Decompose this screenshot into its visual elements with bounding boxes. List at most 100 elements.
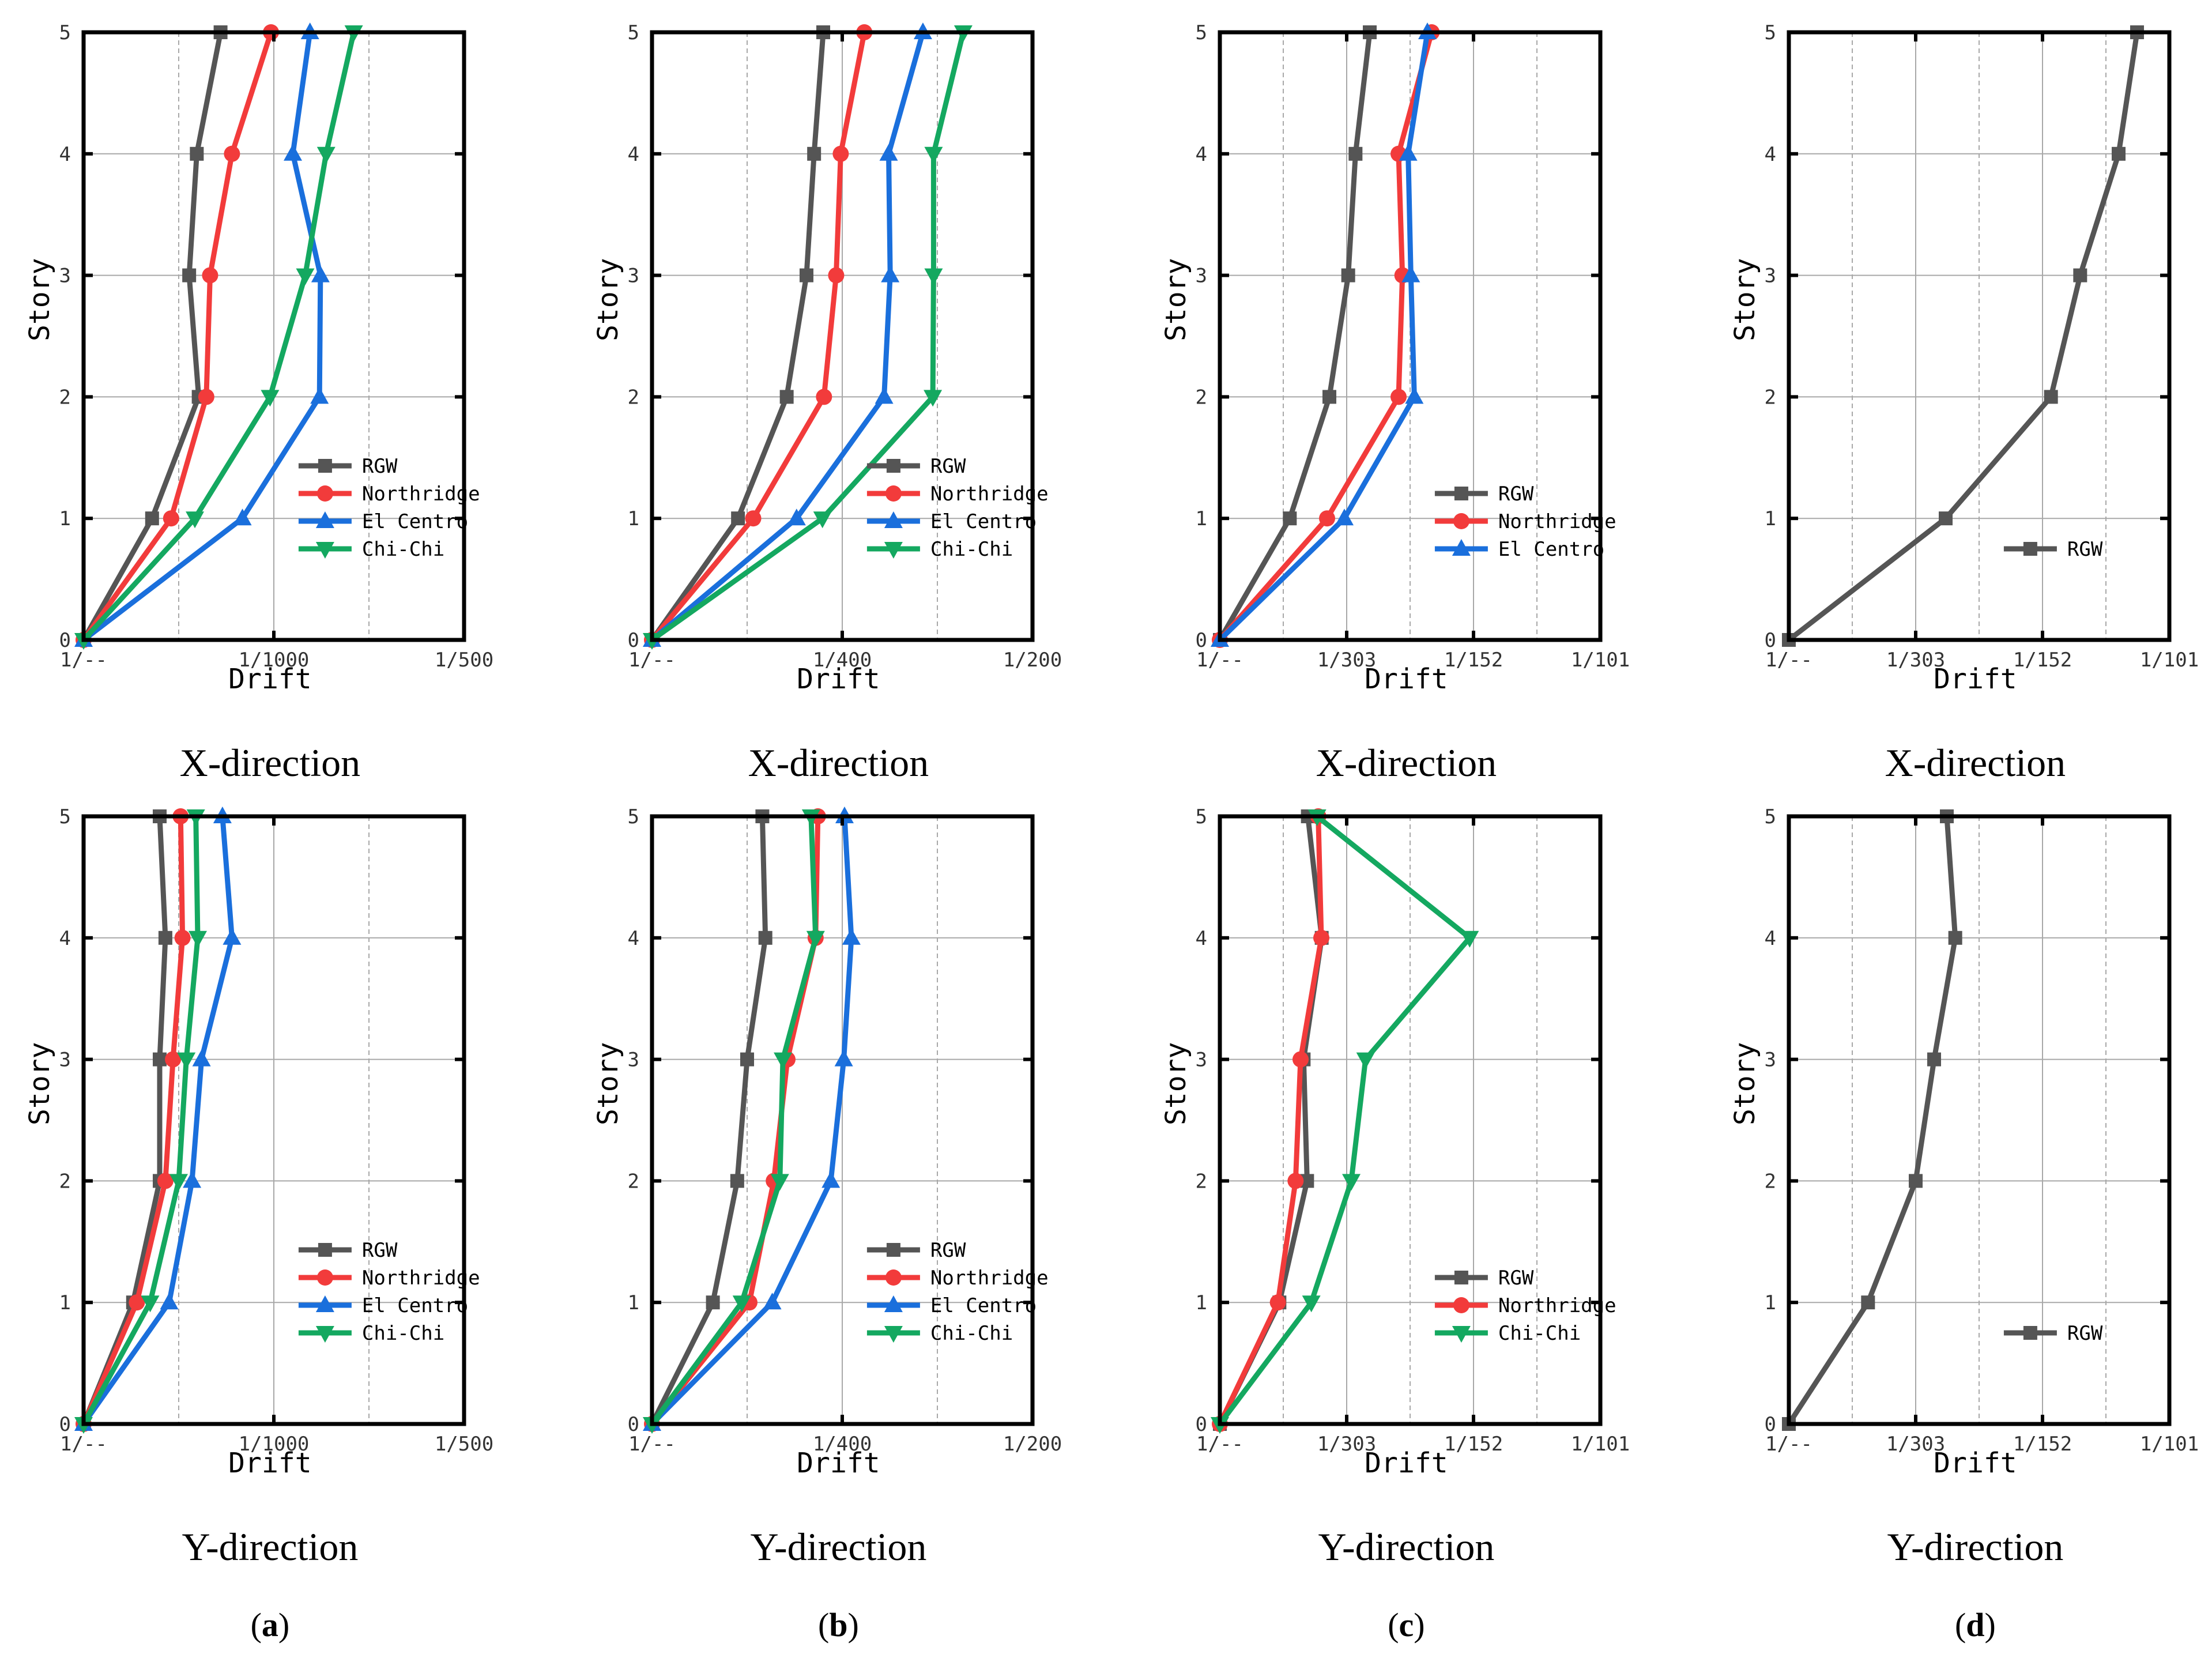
y-tick-label: 4 [628,927,639,950]
series-line-rgw [1787,816,1958,1426]
series-northridge [1212,24,1440,648]
y-tick-label: 5 [59,805,71,828]
panel-caption: Y-direction [182,1525,358,1569]
legend: RGW Northridge El Centro Chi-Chi [866,1239,1049,1345]
series-line-chi-chi [1218,814,1474,1426]
y-tick-label: 2 [1765,1170,1776,1193]
data-point-rgw [1283,511,1297,526]
data-point-chi-chi [189,930,207,948]
caption-open-paren: ( [251,1606,262,1644]
legend-entry-northridge: Northridge [1434,510,1616,533]
panel-caption: Y-direction [750,1525,926,1569]
series-chi-chi [643,809,825,1434]
data-point-el-centro [787,508,806,526]
legend-swatch-marker [886,1243,900,1257]
data-point-chi-chi [924,390,943,407]
data-point-el-centro [842,928,861,945]
data-point-rgw [731,511,745,526]
column-caption: (a) [251,1606,290,1644]
y-tick-label: 1 [1765,1291,1776,1314]
x-tick-label: 1/200 [1003,649,1062,672]
y-tick-label: 2 [1196,386,1207,409]
y-tick-label: 4 [1196,927,1207,950]
plot-frame [1787,814,2172,1426]
data-point-rgw [190,146,204,161]
legend-entry-el-centro: El Centro [866,510,1037,533]
legend-entry-el-centro: El Centro [298,510,468,533]
data-point-chi-chi [1356,1052,1375,1069]
caption-close-paren: ) [1414,1606,1425,1644]
column-captions: (a) (b) (c) (d) [251,1606,1996,1644]
series-line-chi-chi [81,32,356,642]
data-point-northridge [224,145,240,162]
legend: RGW [2003,538,2103,561]
y-axis-title: Story [1160,1042,1192,1126]
data-point-el-centro [822,1171,841,1188]
series-line-rgw [81,816,168,1425]
data-point-chi-chi [316,146,336,164]
data-point-northridge [816,389,832,405]
panel-caption: X-direction [180,741,360,785]
data-point-chi-chi [813,511,832,529]
legend-label: RGW [930,1239,966,1262]
legend-label: RGW [1498,1267,1534,1290]
plot-frame [1787,30,2172,642]
legend-swatch-marker [316,485,333,502]
x-tick-label: 1/152 [2013,649,2072,672]
data-point-chi-chi [296,268,315,285]
data-point-rgw [1322,390,1336,404]
legend-swatch-marker [885,485,902,502]
legend-entry-rgw: RGW [866,1239,966,1262]
series-el-centro [74,807,242,1431]
series-line-rgw [1787,32,2140,642]
chart-panel-3-y: 0 1 2 3 4 5 1/-- 1/303 1/152 1/101 Drift Story RGW No… [1160,805,1630,1569]
legend-swatch-marker [1453,1297,1469,1313]
data-point-northridge [828,267,845,284]
caption-open-paren: ( [818,1606,829,1644]
data-point-rgw [1861,1295,1875,1310]
y-tick-label: 5 [1765,805,1776,828]
chart-panels: 0 1 2 3 4 5 1/-- 1/1000 1/500 Drift Story RGW Northr… [24,21,2199,1569]
legend-entry-chi-chi: Chi-Chi [1434,1322,1581,1345]
y-tick-label: 4 [1765,143,1776,166]
legend: RGW [2003,1322,2103,1345]
series-rgw [1782,809,1962,1431]
y-axis-title: Story [1729,258,1761,342]
series-el-centro [643,807,861,1431]
x-axis-title: Drift [228,1447,312,1479]
legend-label: RGW [2067,1322,2103,1345]
legend-swatch-marker [318,1243,332,1257]
chart-panel-2-y: 0 1 2 3 4 5 1/-- 1/400 1/200 Drift Story RGW Northri… [592,805,1062,1569]
x-tick-label: 1/101 [1571,649,1630,672]
y-tick-label: 1 [628,507,639,530]
data-point-rgw [182,268,197,282]
data-point-el-centro [1399,144,1418,161]
data-point-northridge [165,1051,182,1068]
chart-panel-4-y: 0 1 2 3 4 5 1/-- 1/303 1/152 1/101 Drift Story RGW Y-… [1729,805,2199,1569]
legend: RGW Northridge Chi-Chi [1434,1267,1616,1345]
legend-swatch-marker [315,542,334,559]
y-tick-label: 2 [628,386,639,409]
series-line-el-centro [650,816,854,1426]
legend-entry-chi-chi: Chi-Chi [866,1322,1013,1345]
x-tick-label: 1/152 [1444,1433,1503,1456]
data-point-rgw [158,930,172,945]
caption-letter: a [262,1606,278,1644]
data-point-northridge [832,145,849,162]
y-tick-label: 0 [1196,1413,1207,1436]
data-point-chi-chi [186,511,205,529]
x-tick-label: 1/152 [2013,1433,2072,1456]
legend-swatch-marker [315,511,334,528]
data-point-el-centro [881,265,900,282]
data-point-chi-chi [774,1052,793,1069]
plot-frame [1218,814,1603,1426]
x-axis-title: Drift [1365,663,1448,695]
y-axis-title: Story [24,258,56,342]
y-axis-title: Story [1160,258,1192,342]
legend-swatch-marker [1453,513,1469,529]
chart-panel-4-x: 0 1 2 3 4 5 1/-- 1/303 1/152 1/101 Drift Story RGW X-… [1729,21,2199,785]
caption-close-paren: ) [278,1606,289,1644]
series-line-el-centro [1218,32,1430,642]
data-point-el-centro [1405,387,1424,404]
chart-panel-1-y: 0 1 2 3 4 5 1/-- 1/1000 1/500 Drift Story RGW Northr… [24,805,493,1569]
